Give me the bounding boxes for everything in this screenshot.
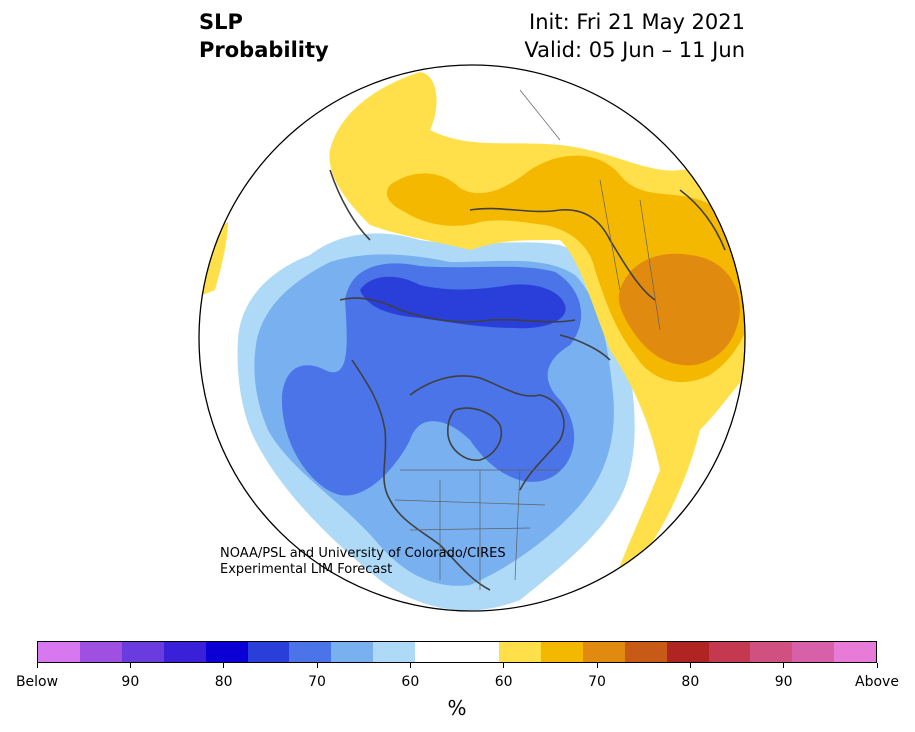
colorbar-swatch — [624, 642, 667, 662]
colorbar-swatch — [457, 642, 499, 662]
colorbar-swatch — [331, 642, 374, 662]
colorbar-tick-label: 60 — [494, 674, 513, 690]
colorbar-swatch — [415, 642, 458, 662]
colorbar-swatch — [373, 642, 416, 662]
above-65-region — [618, 253, 740, 366]
colorbar-swatch — [750, 642, 793, 662]
init-date: Init: Fri 21 May 2021 — [529, 10, 745, 34]
colorbar-tick — [409, 663, 411, 668]
colorbar-swatch — [666, 642, 709, 662]
probability-colorbar — [37, 641, 877, 663]
colorbar-tick — [223, 663, 225, 668]
colorbar-tick-label: Above — [855, 674, 899, 690]
figure-title: SLP Probability — [199, 8, 329, 64]
valid-range: Valid: 05 Jun – 11 Jun — [524, 38, 745, 62]
colorbar-tick-label: 90 — [121, 674, 140, 690]
credit-line-1: NOAA/PSL and University of Colorado/CIRE… — [220, 546, 506, 561]
globe-boundary — [198, 64, 746, 612]
colorbar-swatch — [540, 642, 583, 662]
colorbar-swatch — [247, 642, 290, 662]
colorbar-swatch — [792, 642, 835, 662]
colorbar-tick-label: 80 — [681, 674, 700, 690]
polar-map — [198, 64, 746, 612]
colorbar-swatch — [163, 642, 206, 662]
colorbar-unit: % — [447, 696, 467, 720]
colorbar-tick-label: 90 — [774, 674, 793, 690]
product-label: Probability — [199, 38, 329, 62]
credit-line-2: Experimental LIM Forecast — [220, 562, 393, 577]
credit-text: NOAA/PSL and University of Colorado/CIRE… — [220, 546, 506, 578]
coastlines — [329, 169, 726, 591]
colorbar-tick — [876, 663, 878, 668]
colorbar-swatch — [79, 642, 122, 662]
colorbar-tick — [316, 663, 318, 668]
colorbar-tick-label: Below — [15, 674, 59, 690]
probability-field — [199, 65, 745, 611]
variable-label: SLP — [199, 10, 243, 34]
colorbar-swatch — [205, 642, 248, 662]
colorbar-tick-label: 70 — [588, 674, 606, 690]
colorbar-tick-label: 70 — [308, 674, 326, 690]
political-borders — [394, 89, 661, 590]
colorbar-tick-label: 60 — [401, 674, 420, 690]
colorbar-swatch — [38, 642, 80, 662]
colorbar-tick — [129, 663, 131, 668]
colorbar-tick-label: 80 — [214, 674, 233, 690]
colorbar-swatch — [834, 642, 877, 662]
colorbar-tick — [503, 663, 505, 668]
colorbar-tick — [36, 663, 38, 668]
colorbar-swatch — [708, 642, 751, 662]
colorbar-tick — [596, 663, 598, 668]
colorbar-tick — [689, 663, 691, 668]
colorbar-swatch — [121, 642, 164, 662]
forecast-dates: Init: Fri 21 May 2021 Valid: 05 Jun – 11… — [524, 8, 745, 64]
colorbar-swatch — [289, 642, 332, 662]
colorbar-tick — [783, 663, 785, 668]
colorbar-swatch — [498, 642, 541, 662]
below-70-region — [360, 276, 566, 329]
colorbar-swatch — [582, 642, 625, 662]
